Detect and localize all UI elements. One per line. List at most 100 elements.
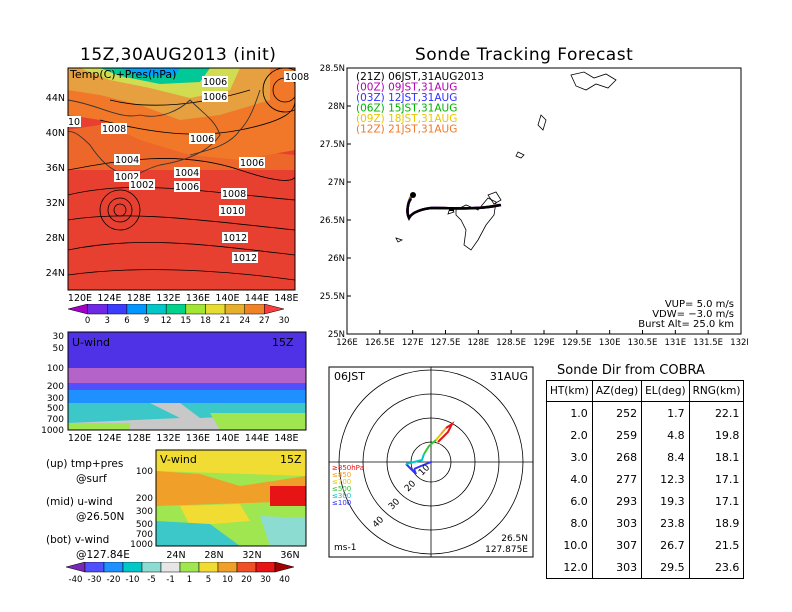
isobar-label-bg bbox=[239, 157, 265, 168]
temp-pressure-map: Temp(C)+Pres(hPa) 1006100610081006100410… bbox=[46, 67, 310, 304]
tracking-title: Sonde Tracking Forecast bbox=[415, 45, 634, 65]
colorbar-swatch bbox=[87, 304, 108, 315]
table-cell: 307 bbox=[591, 534, 643, 556]
track-x-tick: 126E bbox=[336, 338, 358, 348]
track-y-tick: 28N bbox=[328, 102, 345, 112]
table-cell: 268 bbox=[591, 446, 643, 468]
map-x-tick: 124E bbox=[97, 293, 121, 304]
colorbar-label: 27 bbox=[259, 316, 270, 324]
isobar-label-bg bbox=[222, 232, 248, 243]
map-y-tick: 32N bbox=[46, 198, 65, 209]
colorbar-label: 15 bbox=[180, 316, 191, 324]
u-x-tick: 144E bbox=[245, 433, 269, 444]
colorbar-label: 24 bbox=[239, 316, 250, 324]
u-y-tick: 200 bbox=[47, 382, 64, 392]
track-path bbox=[406, 198, 502, 221]
map-y-tick: 44N bbox=[46, 93, 65, 104]
u-y-tick: 700 bbox=[47, 415, 64, 425]
u-x-tick: 136E bbox=[186, 433, 210, 444]
table-cell: 26.7 bbox=[641, 534, 690, 556]
track-y-tick: 27N bbox=[328, 178, 345, 188]
isobar-label: 1002 bbox=[115, 172, 139, 183]
isobar-label-bg bbox=[202, 76, 228, 87]
table-row: 12.0 303 29.5 23.6 bbox=[546, 556, 745, 579]
track-y-tick: 26.5N bbox=[320, 216, 345, 226]
isobar-label: 1012 bbox=[233, 253, 257, 264]
table-cell: 19.3 bbox=[641, 490, 690, 512]
v-y-tick: 100 bbox=[136, 467, 153, 477]
table-row: 2.0 259 4.8 19.8 bbox=[546, 424, 745, 446]
table-header: AZ(deg) bbox=[591, 380, 643, 402]
table-cell: 23.6 bbox=[688, 556, 745, 579]
map-x-tick: 132E bbox=[156, 293, 180, 304]
track-start-marker bbox=[410, 192, 416, 198]
wind-colorbar-swatch bbox=[160, 562, 181, 573]
wind-colorbar-label: 40 bbox=[279, 575, 290, 584]
wind-colorbar-swatch bbox=[255, 562, 276, 573]
table-cell: 259 bbox=[591, 424, 643, 446]
table-row: 4.0 277 12.3 17.1 bbox=[546, 468, 745, 490]
wind-colorbar-label: -30 bbox=[88, 575, 102, 584]
colorbar-swatch bbox=[165, 304, 187, 315]
isobar-label-bg bbox=[189, 133, 215, 144]
wind-colorbar-swatch bbox=[141, 562, 162, 573]
table-cell: 10.0 bbox=[546, 534, 593, 556]
table-cell: 303 bbox=[591, 512, 643, 534]
track-x-tick: 127.5E bbox=[431, 338, 461, 348]
wind-colorbar-swatch bbox=[122, 562, 143, 573]
table-cell: 277 bbox=[591, 468, 643, 490]
track-legend-entry: (21Z) 06JST,31AUG2013 bbox=[356, 71, 484, 83]
track-legend-entry: (03Z) 12JST,31AUG bbox=[356, 92, 457, 104]
table-cell: 2.0 bbox=[546, 424, 593, 446]
isobar-label-bg bbox=[232, 252, 258, 263]
wind-colorbar-label: -40 bbox=[69, 575, 83, 584]
track-x-tick: 128.5E bbox=[496, 338, 526, 348]
table-cell: 21.5 bbox=[688, 534, 745, 556]
table-cell: 12.0 bbox=[546, 556, 593, 579]
track-x-tick: 126.5E bbox=[365, 338, 395, 348]
table-cell: 22.1 bbox=[688, 401, 745, 424]
v-y-tick: 200 bbox=[136, 494, 153, 504]
table-cell: 23.8 bbox=[641, 512, 690, 534]
wind-colorbar-swatch bbox=[198, 562, 219, 573]
colorbar-swatch bbox=[146, 304, 167, 315]
isobar-label: 1004 bbox=[175, 168, 199, 179]
isobar-label-bg bbox=[129, 179, 155, 190]
u-y-tick: 300 bbox=[47, 394, 64, 404]
table-header: HT(km) bbox=[546, 380, 593, 402]
table-cell: 12.3 bbox=[641, 468, 690, 490]
wind-colorbar-swatch bbox=[236, 562, 257, 573]
polar-lat: 26.5N bbox=[501, 534, 528, 544]
track-x-tick: 131.5E bbox=[693, 338, 723, 348]
u-y-tick: 30 bbox=[53, 332, 65, 342]
colorbar-label: 18 bbox=[200, 316, 211, 324]
note-up-level: @surf bbox=[76, 473, 107, 485]
table-cell: 8.4 bbox=[641, 446, 690, 468]
table-cell: 303 bbox=[591, 556, 643, 579]
u-x-tick: 140E bbox=[215, 433, 239, 444]
wind-colorbar-swatch bbox=[84, 562, 105, 573]
u-x-tick: 124E bbox=[97, 433, 121, 444]
u-x-tick: 148E bbox=[274, 433, 298, 444]
track-x-tick: 128E bbox=[468, 338, 490, 348]
polar-level-legend: ≤850 bbox=[332, 471, 351, 479]
isobar-label-bg bbox=[221, 188, 247, 199]
map-y-ticks: 24N 28N 32N 36N 40N 44N bbox=[46, 93, 65, 279]
colorbar-label: 3 bbox=[105, 316, 110, 324]
wind-colorbar-label: 30 bbox=[260, 575, 271, 584]
isobar-label: 10 bbox=[68, 117, 80, 128]
track-y-tick: 27.5N bbox=[320, 140, 345, 150]
table-row: 3.0 268 8.4 18.1 bbox=[546, 446, 745, 468]
colorbar-label: 21 bbox=[220, 316, 231, 324]
v-y-tick: 1000 bbox=[130, 540, 153, 550]
track-y-tick: 25N bbox=[328, 330, 345, 340]
v-x-tick: 24N bbox=[166, 550, 185, 561]
map-x-ticks: 120E 124E 128E 132E 136E 140E 144E 148E bbox=[68, 293, 299, 304]
track-y-tick: 26N bbox=[328, 254, 345, 264]
isobar-label: 1006 bbox=[203, 77, 227, 88]
track-x-tick: 129E bbox=[533, 338, 555, 348]
colorbar-label: 12 bbox=[161, 316, 172, 324]
wind-colorbar-label: 5 bbox=[206, 575, 211, 584]
track-x-tick: 130.5E bbox=[628, 338, 658, 348]
wind-colorbar-swatch bbox=[274, 562, 295, 573]
